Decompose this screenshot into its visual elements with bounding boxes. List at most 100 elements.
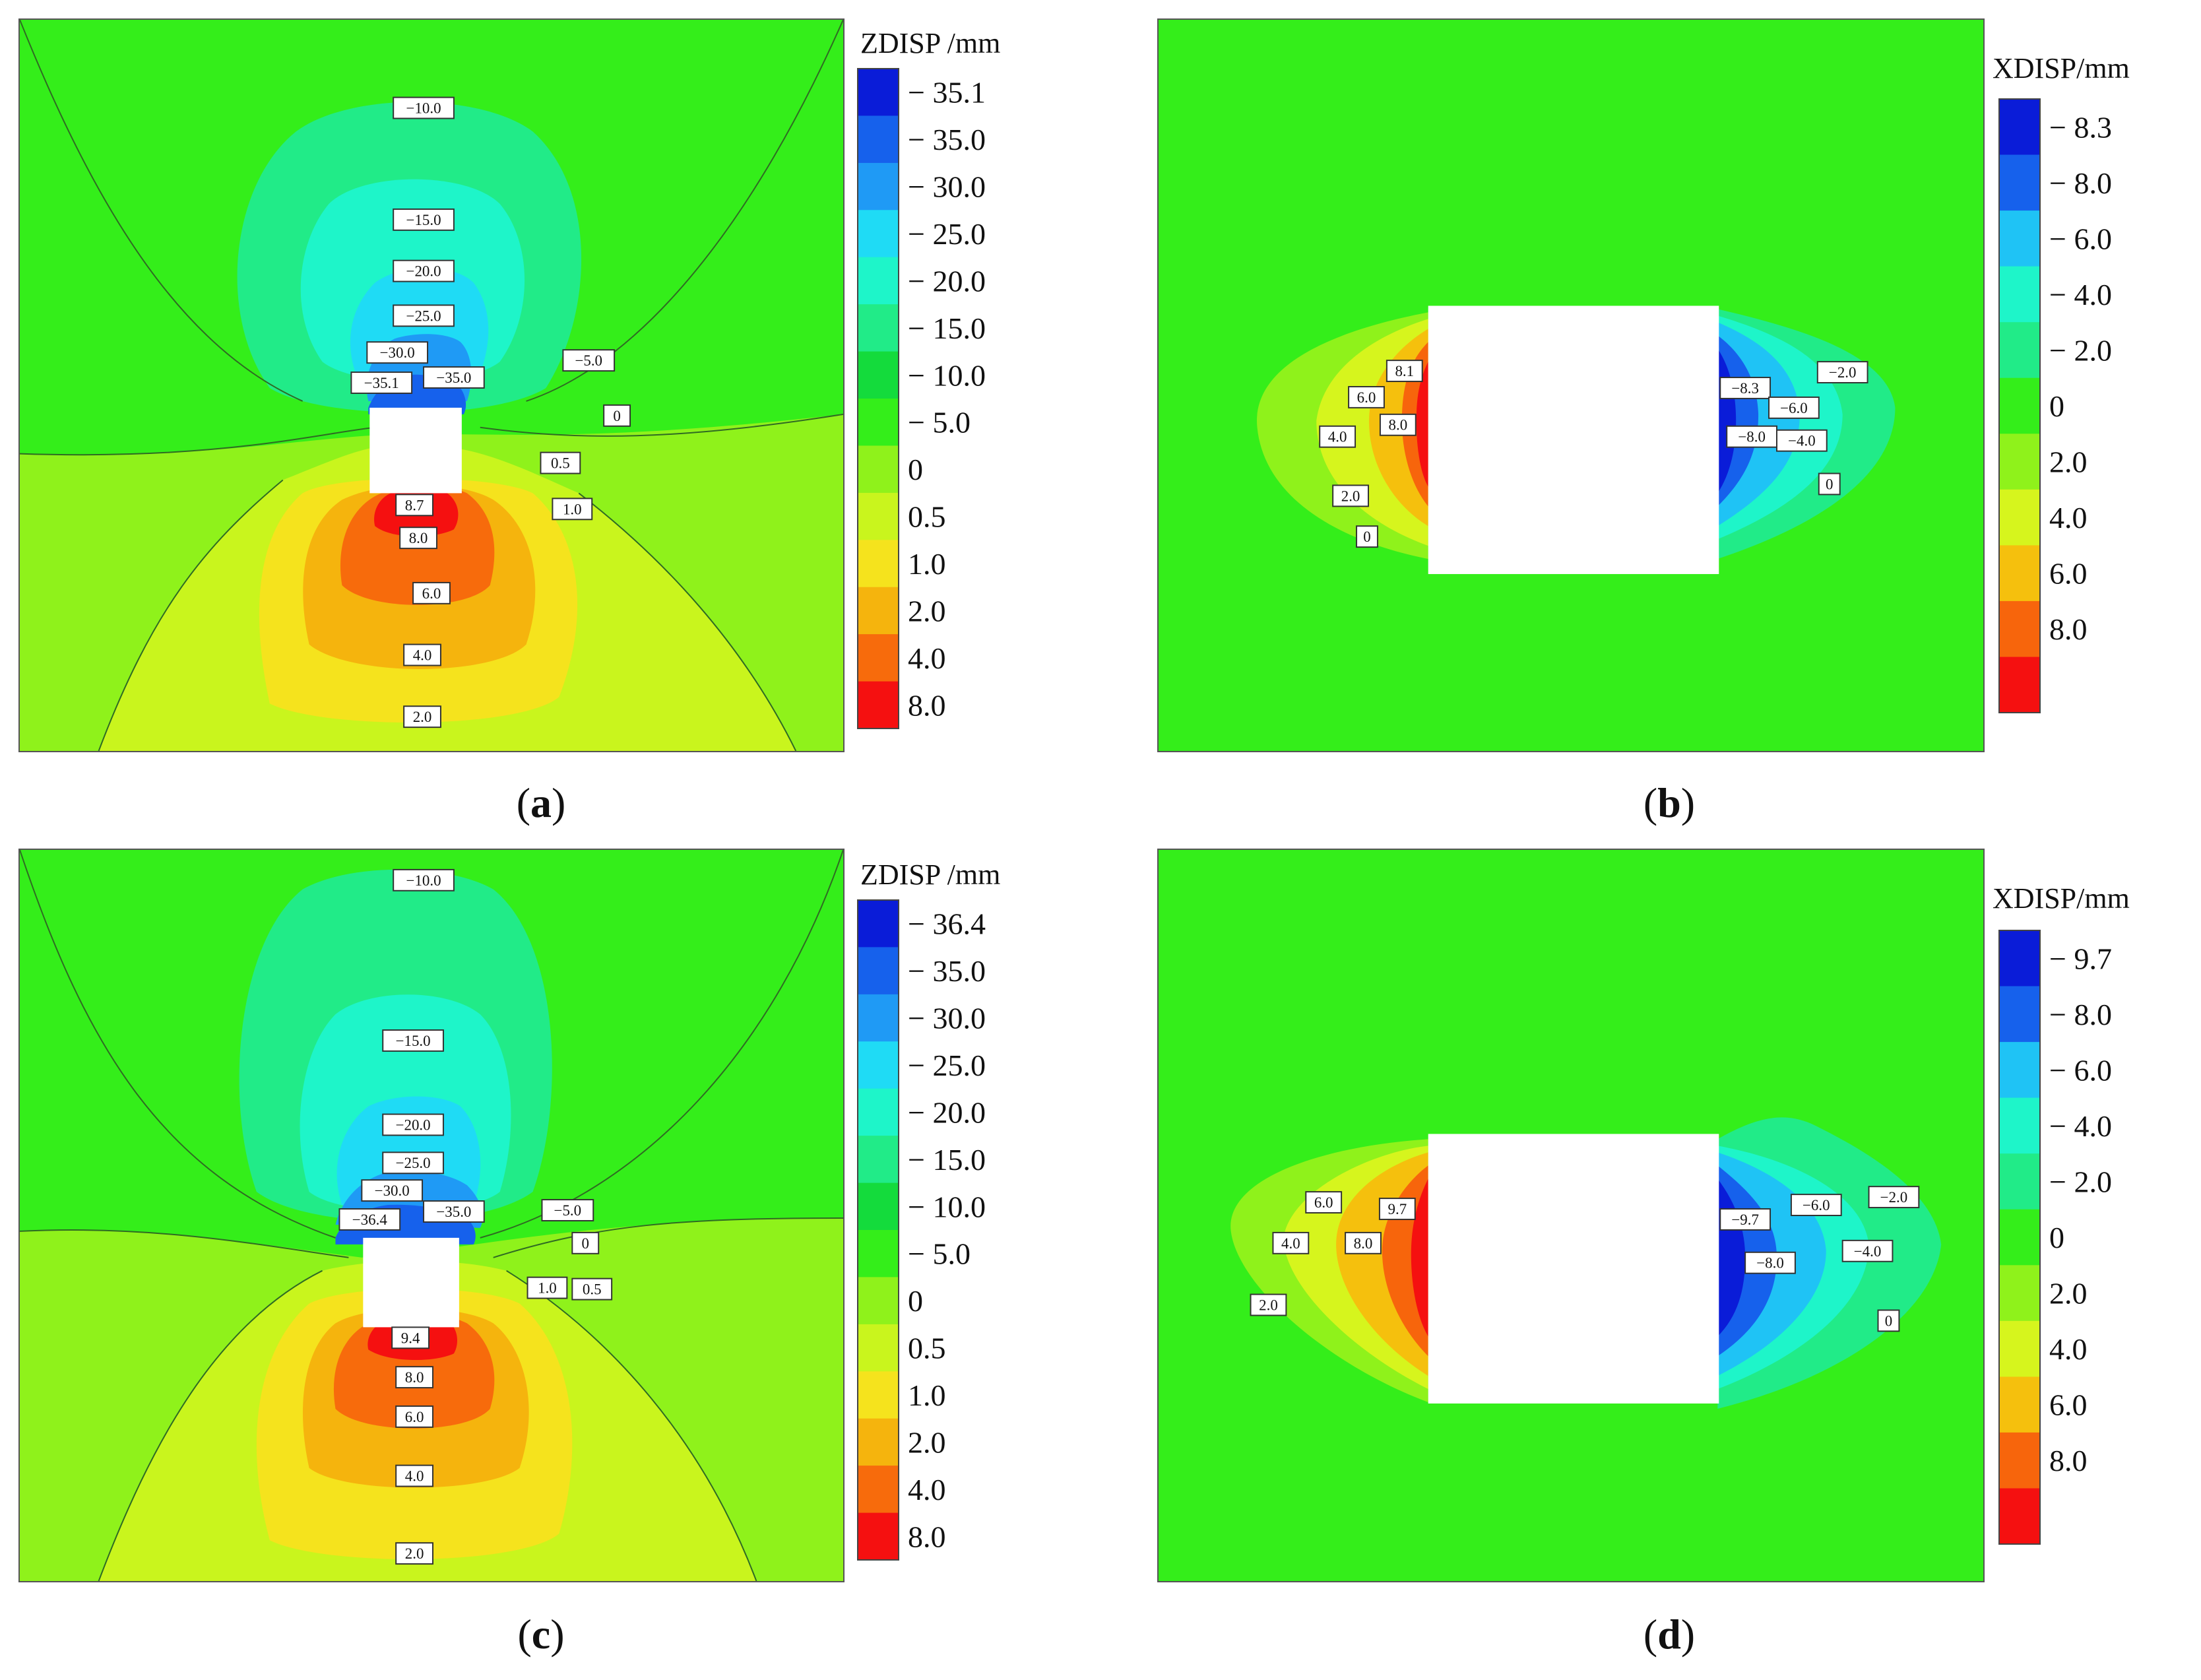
contour-label: 4.0 — [413, 647, 432, 664]
caption-c: (c) — [517, 1611, 565, 1658]
contour-label: −6.0 — [1802, 1197, 1830, 1213]
plot-a: −10.0 −15.0 −20.0 −25.0 −30.0 −35.1 −35.… — [18, 18, 845, 752]
contour-label: 8.0 — [405, 1369, 424, 1386]
colorbar-tick-label: 0 — [2049, 1221, 2064, 1254]
colorbar-swatch — [858, 445, 899, 494]
colorbar-swatch — [858, 210, 899, 258]
colorbar-d: − 9.7 − 8.0 − 6.0 − 4.0 − 2.0 0 2.0 4.0 6.0 8.0 — [1998, 930, 2112, 1545]
contour-label: 6.0 — [422, 585, 441, 602]
contour-label: 4.0 — [1281, 1235, 1300, 1252]
colorbar-tick-label: 1.0 — [908, 547, 946, 581]
contour-labels-d: 6.0 9.7 4.0 8.0 2.0 −9.7 −6.0 −8.0 −4.0 … — [1250, 1186, 1920, 1332]
contour-labels-a: −10.0 −15.0 −20.0 −25.0 −30.0 −35.1 −35.… — [350, 96, 631, 728]
colorbar-swatch — [858, 1466, 899, 1513]
contour-map-d: 6.0 9.7 4.0 8.0 2.0 −9.7 −6.0 −8.0 −4.0 … — [1159, 850, 1983, 1581]
contour-label: 2.0 — [1259, 1297, 1278, 1313]
contour-label: −5.0 — [554, 1202, 582, 1219]
colorbar-swatch — [1999, 154, 2040, 211]
contour-label: 4.0 — [1328, 429, 1347, 445]
colorbar-swatch — [1999, 930, 2040, 986]
colorbar-swatch — [858, 1230, 899, 1277]
colorbar-tick-label: 0 — [908, 1284, 923, 1318]
colorbar-swatch — [858, 1277, 899, 1325]
colorbar-title-d: XDISP/mm — [1993, 882, 2130, 915]
contour-label: 1.0 — [563, 501, 582, 517]
contour-label: −8.0 — [1738, 429, 1766, 445]
contour-label: 0.5 — [583, 1281, 602, 1298]
colorbar-tick-label: − 20.0 — [908, 1095, 986, 1129]
contour-label: 2.0 — [1341, 488, 1360, 504]
colorbar-swatch — [858, 69, 899, 116]
colorbar-tick-label: − 6.0 — [2049, 1053, 2112, 1087]
colorbar-tick-label: 2.0 — [2049, 1277, 2088, 1310]
contour-label: −6.0 — [1780, 400, 1808, 416]
colorbar-tick-label: − 20.0 — [908, 264, 986, 298]
colorbar-title-a: ZDISP /mm — [860, 27, 1001, 59]
colorbar-swatch — [1999, 600, 2040, 657]
colorbar-tick-label: − 30.0 — [908, 170, 986, 204]
contour-label: 8.0 — [409, 530, 428, 546]
contour-label: 0.5 — [551, 455, 570, 472]
colorbar-swatch — [858, 900, 899, 948]
contour-label: −10.0 — [406, 872, 441, 889]
colorbar-swatch — [1999, 1209, 2040, 1266]
contour-label: −35.0 — [436, 370, 471, 386]
contour-map-c: −10.0 −15.0 −20.0 −25.0 −30.0 −36.4 −35.… — [20, 850, 843, 1581]
colorbar-swatch — [1999, 434, 2040, 490]
contour-label: −10.0 — [406, 100, 441, 116]
colorbar-tick-label: − 5.0 — [908, 406, 971, 439]
colorbar-swatch — [1999, 1265, 2040, 1322]
colorbar-swatch — [1999, 986, 2040, 1043]
colorbar-swatch — [1999, 657, 2040, 713]
colorbar-swatch — [1999, 210, 2040, 267]
colorbar-tick-label: 2.0 — [2049, 445, 2088, 479]
contour-label: 0 — [582, 1235, 589, 1252]
contour-label: 9.7 — [1388, 1201, 1407, 1217]
colorbar-swatch — [858, 540, 899, 588]
colorbar-swatch — [858, 257, 899, 305]
colorbar-tick-label: − 25.0 — [908, 217, 986, 251]
colorbar-tick-label: − 6.0 — [2049, 222, 2112, 255]
colorbar-swatch — [858, 1418, 899, 1466]
colorbar-tick-label: 8.0 — [2049, 1444, 2088, 1477]
colorbar-swatch — [858, 492, 899, 540]
colorbar-tick-label: − 8.3 — [2049, 110, 2112, 144]
colorbar-frame — [1998, 98, 2041, 713]
colorbar-tick-label: 8.0 — [908, 688, 946, 722]
colorbar-swatch — [1999, 1376, 2040, 1433]
colorbar-tick-label: 4.0 — [2049, 501, 2088, 534]
contour-label: 0 — [1826, 476, 1833, 492]
colorbar-swatch — [858, 1371, 899, 1419]
colorbar-swatch — [1999, 1432, 2040, 1489]
colorbar-tick-label: − 35.1 — [908, 76, 986, 110]
contour-label: −36.4 — [352, 1212, 388, 1228]
colorbar-b: − 8.3 − 8.0 − 6.0 − 4.0 − 2.0 0 2.0 4.0 6.0 8.0 — [1998, 98, 2112, 713]
plot-b: 8.1 6.0 8.0 4.0 2.0 0 −8.3 −6.0 −8.0 −4.… — [1157, 18, 1985, 752]
colorbar-tick-label: − 35.0 — [908, 954, 986, 988]
contour-label: −30.0 — [375, 1182, 410, 1199]
caption-b: (b) — [1643, 779, 1696, 826]
colorbar-tick-label: − 9.7 — [2049, 942, 2112, 975]
colorbar-tick-label: − 4.0 — [2049, 278, 2112, 311]
plot-c: −10.0 −15.0 −20.0 −25.0 −30.0 −36.4 −35.… — [18, 849, 845, 1582]
colorbar-swatch — [1999, 545, 2040, 602]
colorbar-c: − 36.4 − 35.0 − 30.0 − 25.0 − 20.0 − 15.0 − 10… — [857, 899, 986, 1561]
caption-a: (a) — [516, 779, 566, 826]
contour-label: 6.0 — [1314, 1194, 1333, 1211]
colorbar-tick-label: 2.0 — [908, 594, 946, 628]
colorbar-swatch — [858, 1041, 899, 1089]
contour-label: −4.0 — [1854, 1243, 1882, 1260]
contour-label: 0 — [1363, 529, 1370, 545]
colorbar-tick-label: − 30.0 — [908, 1002, 986, 1035]
colorbar-swatch — [858, 587, 899, 635]
colorbar-tick-label: − 35.0 — [908, 123, 986, 156]
contour-label: 0 — [613, 408, 620, 424]
colorbar-tick-label: − 4.0 — [2049, 1109, 2112, 1143]
colorbar-tick-label: 4.0 — [908, 641, 946, 675]
contour-label: 8.7 — [405, 497, 424, 513]
colorbar-swatch — [1999, 377, 2040, 434]
contour-label: −20.0 — [396, 1116, 431, 1133]
colorbar-tick-label: 8.0 — [908, 1520, 946, 1553]
colorbar-swatch — [1999, 489, 2040, 546]
contour-label: 2.0 — [413, 709, 432, 725]
